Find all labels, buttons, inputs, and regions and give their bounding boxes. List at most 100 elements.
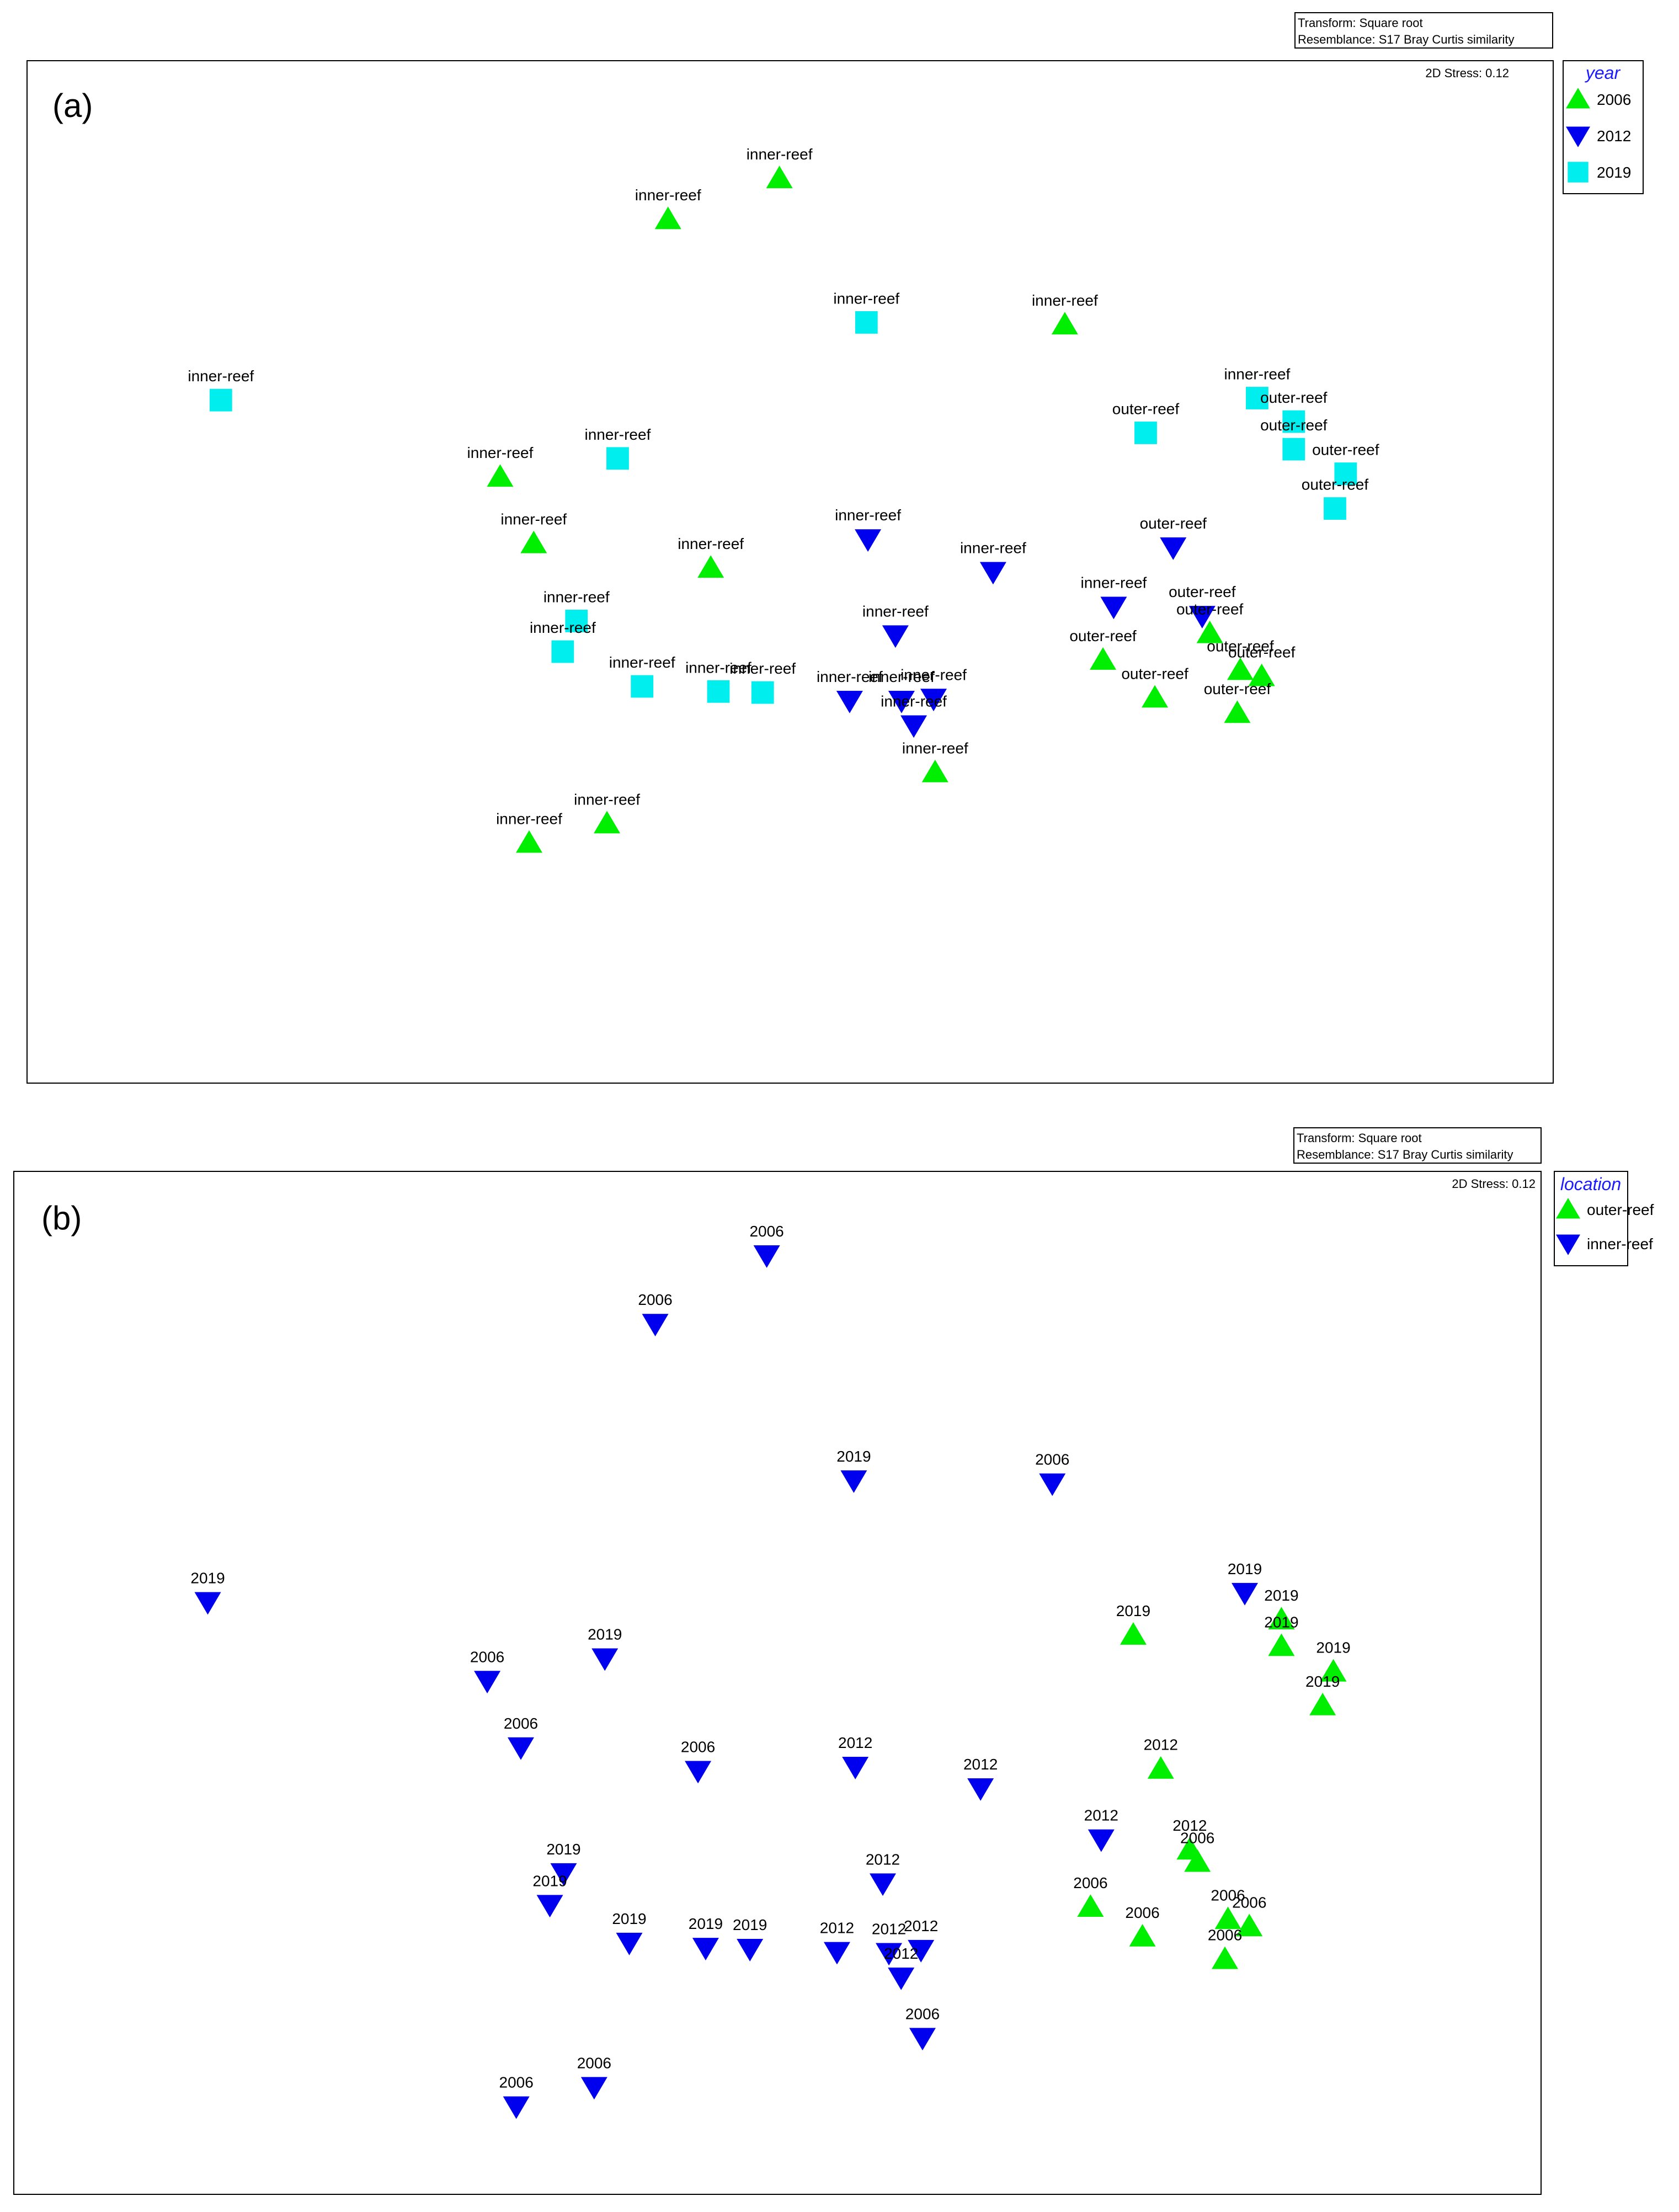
point-label-b-36: 2006	[905, 2005, 940, 2022]
info-line-resemblance-b: Resemblance: S17 Bray Curtis similarity	[1297, 1148, 1513, 1161]
data-point-a-8	[1282, 438, 1305, 461]
data-point-b-21	[550, 1863, 577, 1886]
point-label-a-1: inner-reef	[635, 186, 701, 204]
point-label-b-3: 2006	[1035, 1451, 1069, 1468]
info-line-transform-a: Transform: Square root	[1298, 16, 1423, 30]
data-point-a-6	[1282, 410, 1305, 433]
legend-label-a-2: 2019	[1597, 164, 1631, 181]
data-point-a-21	[565, 610, 588, 632]
data-point-a-29	[751, 681, 774, 704]
data-point-b-30	[823, 1942, 850, 1965]
point-label-a-15: inner-reef	[835, 507, 901, 524]
data-point-a-0	[766, 166, 793, 189]
data-point-a-30	[836, 690, 863, 713]
point-label-b-38: 2006	[499, 2074, 534, 2091]
data-point-b-26	[1236, 1913, 1263, 1937]
info-line-resemblance-a: Resemblance: S17 Bray Curtis similarity	[1298, 33, 1514, 46]
point-label-a-5: inner-reef	[1224, 365, 1290, 382]
data-point-a-19	[1188, 606, 1216, 628]
panel-a: Transform: Square root Resemblance: S17 …	[26, 12, 1644, 1084]
point-label-b-2: 2019	[836, 1448, 871, 1465]
point-label-a-26: outer-reef	[1228, 644, 1296, 661]
point-label-b-26: 2006	[1232, 1894, 1266, 1911]
data-point-a-3	[1051, 312, 1078, 335]
data-point-a-24	[1090, 647, 1117, 670]
point-label-b-18: 2012	[1084, 1807, 1118, 1824]
info-box-a	[1294, 12, 1553, 49]
point-label-b-10: 2019	[1305, 1673, 1340, 1690]
data-point-a-12	[606, 447, 629, 470]
data-point-b-15	[842, 1757, 869, 1779]
point-label-a-38: inner-reef	[496, 811, 562, 828]
point-label-b-22: 2019	[532, 1872, 567, 1889]
point-label-b-33: 2012	[884, 1945, 918, 1962]
data-point-b-36	[909, 2028, 936, 2051]
data-point-b-8	[1268, 1633, 1295, 1656]
point-label-a-18: inner-reef	[1080, 574, 1147, 591]
point-label-a-35: outer-reef	[1204, 680, 1271, 697]
stress-label-b: 2D Stress: 0.12	[1452, 1177, 1536, 1191]
point-label-a-4: inner-reef	[188, 367, 254, 385]
point-label-b-15: 2012	[838, 1734, 872, 1751]
point-label-a-11: inner-reef	[467, 444, 534, 461]
data-point-a-1	[654, 206, 681, 230]
data-point-b-6	[1268, 1607, 1295, 1630]
point-label-a-33: inner-reef	[881, 692, 947, 710]
data-point-b-24	[1077, 1894, 1104, 1917]
data-point-b-33	[888, 1967, 915, 1990]
data-point-b-1	[642, 1314, 669, 1337]
data-point-a-2	[855, 311, 878, 334]
point-label-a-31: inner-reef	[868, 668, 935, 685]
plot-frame-a	[26, 60, 1554, 1084]
legend-marker-a-2	[1568, 162, 1589, 183]
point-label-a-10: outer-reef	[1302, 476, 1369, 493]
point-label-b-11: 2006	[470, 1648, 504, 1665]
point-label-a-21: inner-reef	[543, 588, 610, 605]
point-label-a-7: outer-reef	[1112, 400, 1180, 417]
point-label-a-0: inner-reef	[747, 146, 813, 163]
point-label-b-14: 2006	[681, 1738, 715, 1755]
data-point-b-3	[1039, 1473, 1066, 1496]
point-label-a-30: inner-reef	[817, 668, 883, 685]
point-label-b-6: 2019	[1264, 1587, 1298, 1604]
data-point-b-28	[692, 1938, 719, 1960]
data-point-a-22	[551, 640, 574, 663]
data-point-b-32	[908, 1939, 935, 1963]
point-label-b-17: 2012	[1144, 1736, 1178, 1753]
data-point-b-13	[507, 1737, 534, 1760]
data-point-b-7	[1120, 1622, 1147, 1645]
point-label-a-12: inner-reef	[585, 426, 651, 443]
point-label-b-7: 2019	[1116, 1602, 1150, 1619]
data-point-b-25	[1214, 1906, 1241, 1929]
legend-label-b-1: inner-reef	[1587, 1235, 1653, 1252]
point-label-b-28: 2019	[689, 1915, 723, 1932]
point-label-a-8: outer-reef	[1260, 417, 1328, 434]
data-point-b-5	[1232, 1582, 1259, 1606]
point-label-b-13: 2006	[504, 1715, 538, 1732]
data-point-a-10	[1324, 497, 1346, 520]
data-point-b-38	[503, 2096, 530, 2119]
legend-label-b-0: outer-reef	[1587, 1201, 1654, 1218]
data-point-a-31	[888, 690, 915, 713]
point-label-a-28: inner-reef	[685, 659, 751, 676]
data-point-a-7	[1134, 422, 1157, 444]
point-label-a-17: outer-reef	[1140, 515, 1207, 532]
point-label-a-20: outer-reef	[1176, 601, 1244, 618]
data-point-a-36	[921, 759, 948, 782]
point-label-a-9: outer-reef	[1312, 441, 1379, 459]
point-label-a-22: inner-reef	[530, 619, 596, 636]
data-point-a-4	[209, 388, 232, 412]
data-point-b-17	[1147, 1756, 1174, 1779]
point-label-a-14: inner-reef	[678, 535, 744, 552]
data-point-a-25	[1227, 657, 1254, 680]
point-label-a-6: outer-reef	[1260, 389, 1328, 406]
point-label-a-34: outer-reef	[1121, 665, 1188, 682]
point-label-a-24: outer-reef	[1069, 627, 1137, 644]
legend-marker-a-1	[1566, 126, 1590, 147]
point-label-b-25: 2006	[1211, 1886, 1245, 1904]
panel-label-b: (b)	[41, 1200, 82, 1236]
point-label-a-19: outer-reef	[1169, 583, 1236, 600]
data-point-a-26	[1248, 663, 1275, 686]
point-label-a-16: inner-reef	[960, 540, 1026, 557]
